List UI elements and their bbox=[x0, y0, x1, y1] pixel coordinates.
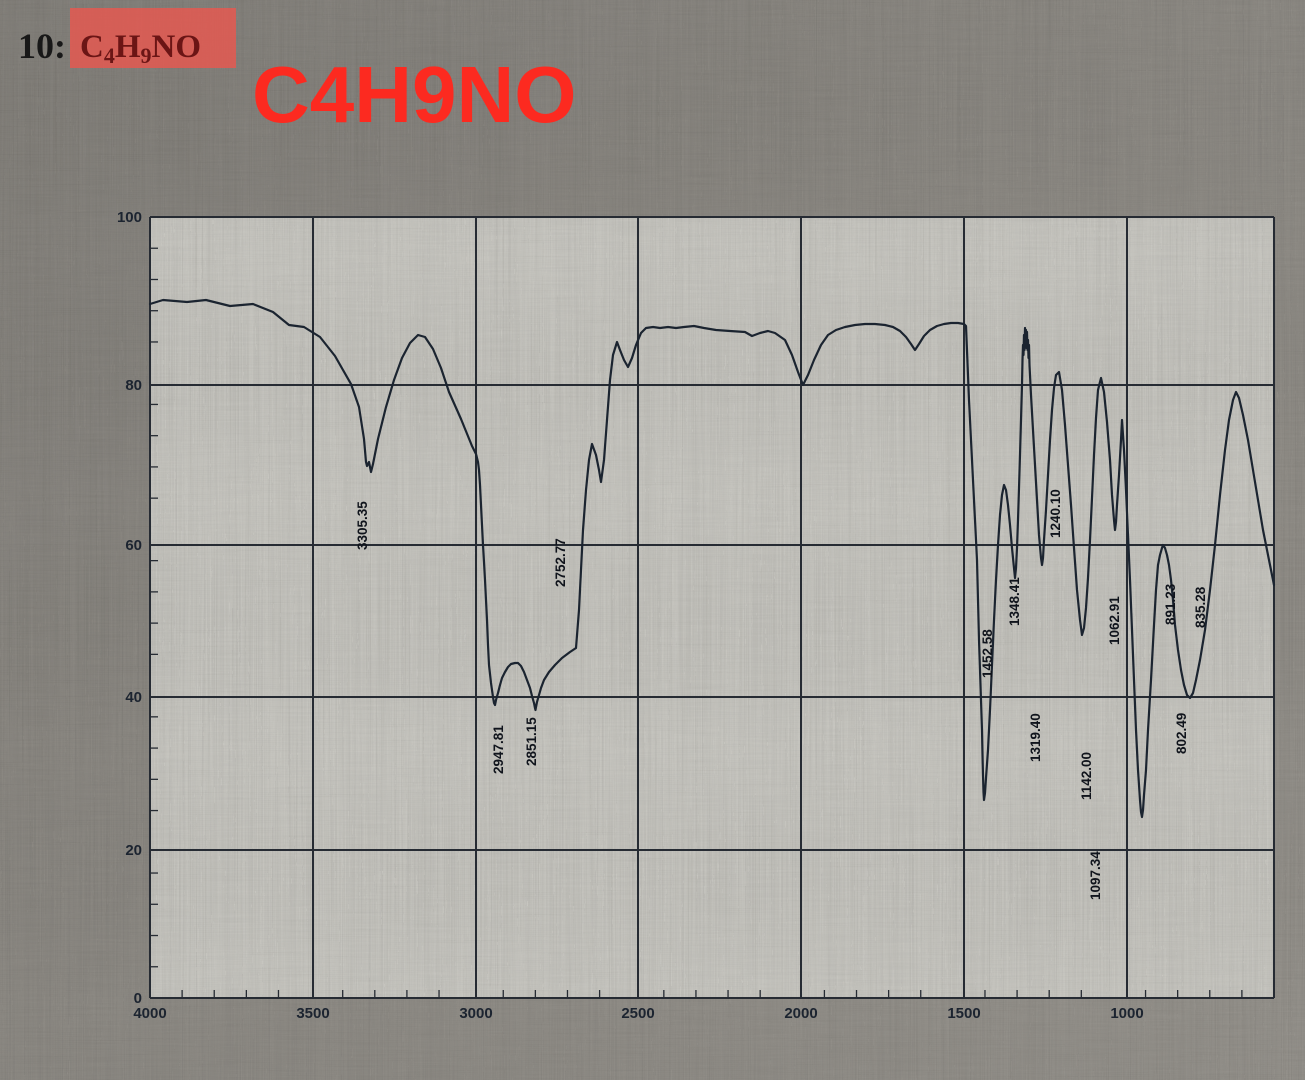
svg-text:891.23: 891.23 bbox=[1163, 583, 1178, 625]
svg-text:1097.34: 1097.34 bbox=[1088, 851, 1103, 900]
svg-text:80: 80 bbox=[125, 377, 142, 394]
svg-text:1142.00: 1142.00 bbox=[1079, 752, 1094, 800]
svg-text:1062.91: 1062.91 bbox=[1107, 596, 1122, 645]
svg-text:1000: 1000 bbox=[1110, 1005, 1143, 1022]
svg-text:2000: 2000 bbox=[784, 1005, 817, 1022]
svg-text:1240.10: 1240.10 bbox=[1048, 489, 1063, 538]
svg-text:4000: 4000 bbox=[133, 1005, 166, 1022]
svg-text:1319.40: 1319.40 bbox=[1028, 713, 1043, 762]
svg-text:802.49: 802.49 bbox=[1174, 713, 1189, 754]
svg-text:C4H9NO: C4H9NO bbox=[252, 50, 577, 139]
svg-text:60: 60 bbox=[125, 537, 142, 554]
svg-text:2947.81: 2947.81 bbox=[491, 725, 506, 774]
svg-text:3000: 3000 bbox=[459, 1005, 492, 1022]
svg-text:835.28: 835.28 bbox=[1193, 586, 1208, 628]
svg-text:0: 0 bbox=[134, 990, 142, 1007]
svg-text:1452.58: 1452.58 bbox=[980, 629, 995, 678]
svg-text:40: 40 bbox=[125, 689, 142, 706]
svg-text:3305.35: 3305.35 bbox=[355, 501, 370, 550]
svg-text:2851.15: 2851.15 bbox=[524, 717, 539, 766]
svg-text:3500: 3500 bbox=[296, 1005, 329, 1022]
svg-text:100: 100 bbox=[117, 209, 142, 226]
svg-text:2752.77: 2752.77 bbox=[553, 538, 568, 587]
svg-text:20: 20 bbox=[125, 842, 142, 859]
svg-text:2500: 2500 bbox=[621, 1005, 654, 1022]
svg-text:10:: 10: bbox=[18, 26, 66, 66]
svg-text:C4H9NO: C4H9NO bbox=[80, 29, 201, 68]
svg-text:1500: 1500 bbox=[947, 1005, 980, 1022]
svg-text:1348.41: 1348.41 bbox=[1007, 577, 1022, 626]
